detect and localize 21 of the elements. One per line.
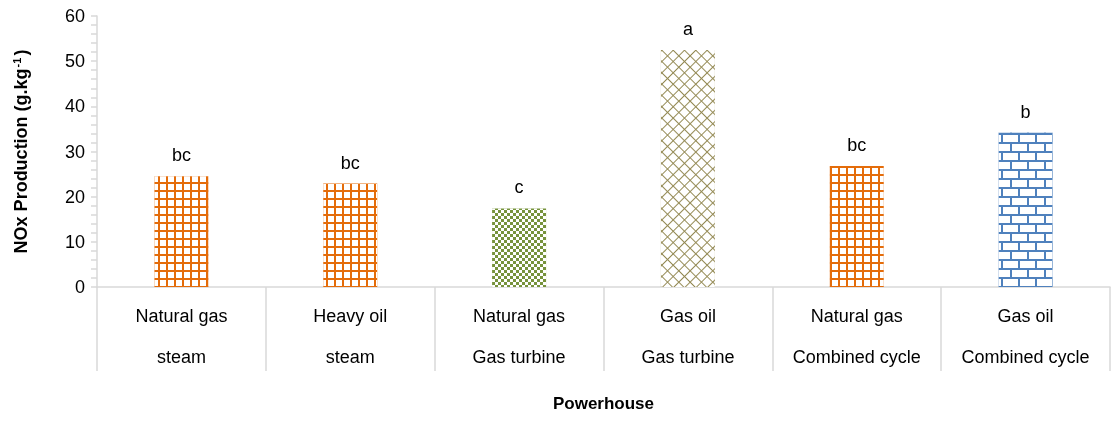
x-tick-label: Natural gas steam bbox=[135, 305, 228, 367]
x-tick-label: Natural gas Combined cycle bbox=[792, 305, 921, 367]
data-label: b bbox=[1020, 101, 1031, 122]
data-label: a bbox=[682, 18, 694, 39]
data-label: bc bbox=[847, 134, 867, 155]
y-axis-title: NOx Production (g.kg-1) bbox=[10, 49, 31, 254]
y-tick-label: 30 bbox=[64, 141, 85, 162]
y-tick-label: 0 bbox=[74, 277, 85, 297]
data-label: c bbox=[514, 177, 524, 198]
y-tick-label: 40 bbox=[64, 96, 85, 117]
y-tick-label: 10 bbox=[64, 231, 85, 252]
x-tick-label: Gas oil Combined cycle bbox=[961, 305, 1090, 367]
y-tick-label: 60 bbox=[64, 6, 85, 26]
x-tick-label: Gas oil Gas turbine bbox=[641, 305, 735, 367]
x-axis-title: Powerhouse bbox=[552, 394, 655, 413]
y-tick-label: 50 bbox=[64, 51, 85, 72]
data-label: bc bbox=[340, 152, 360, 173]
y-tick-label: 20 bbox=[64, 186, 85, 207]
x-tick-label: Natural gas Gas turbine bbox=[472, 305, 566, 367]
x-tick-label: Heavy oil steam bbox=[313, 305, 388, 367]
data-label: bc bbox=[171, 145, 191, 166]
